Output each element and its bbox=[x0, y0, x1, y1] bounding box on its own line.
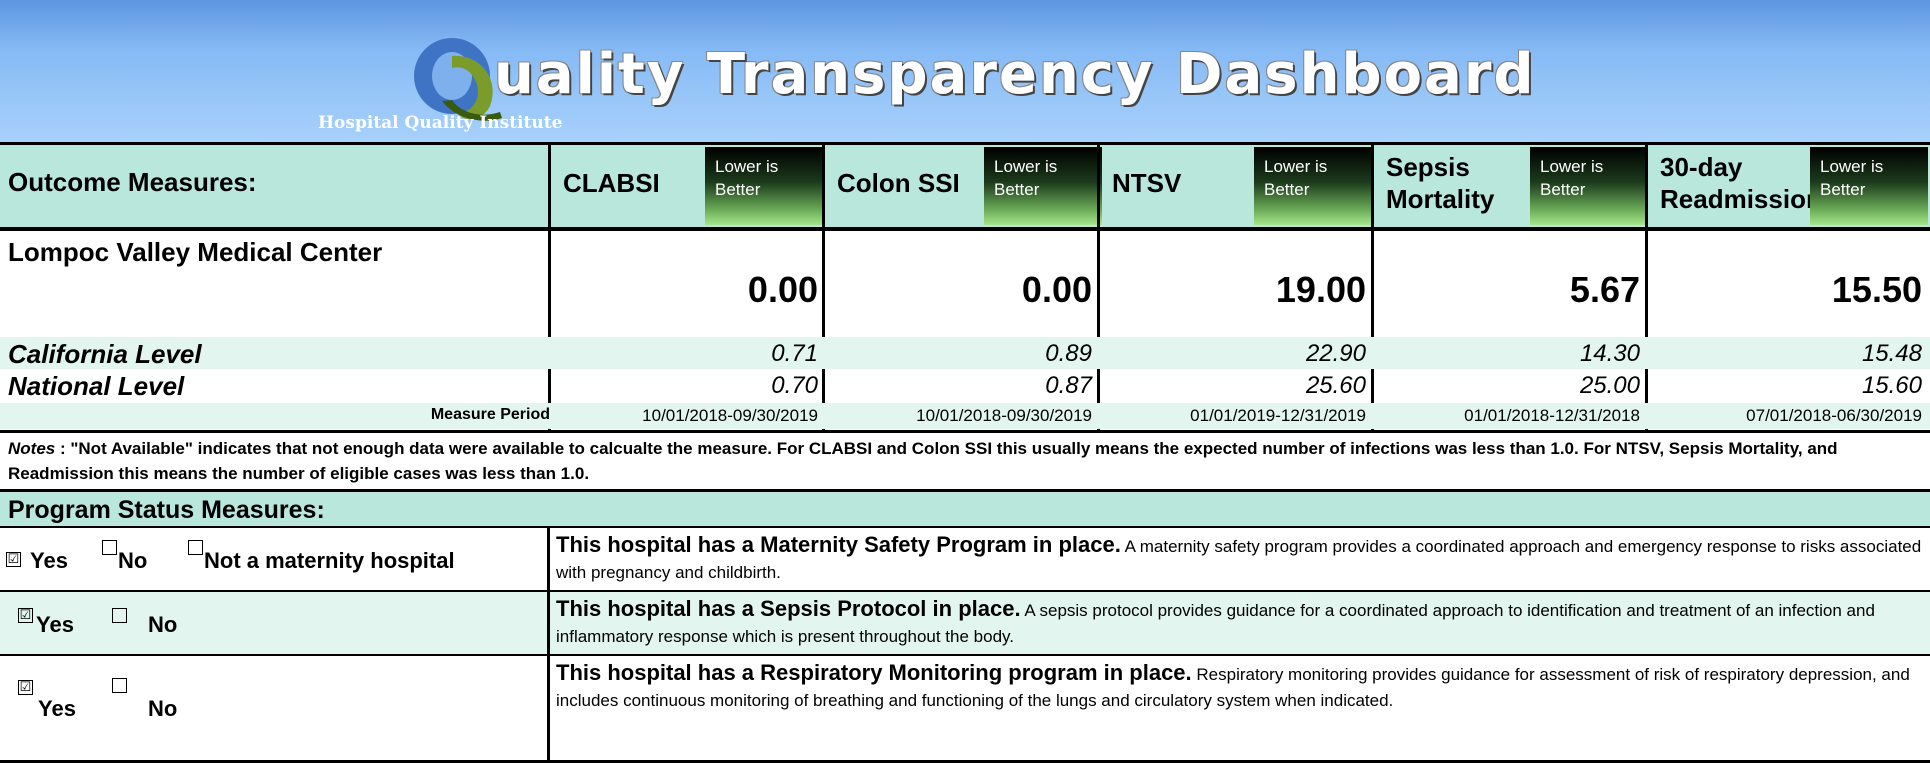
column-divider bbox=[1645, 145, 1648, 431]
program-options: ☑ Yes No Not a maternity hospital bbox=[0, 528, 550, 590]
program-row-maternity: ☑ Yes No Not a maternity hospital This h… bbox=[0, 528, 1930, 592]
program-title: This hospital has a Respiratory Monitori… bbox=[556, 660, 1192, 685]
california-level-row: California Level 0.71 0.89 22.90 14.30 1… bbox=[0, 337, 1930, 369]
yes-checkbox[interactable]: ☑ bbox=[18, 607, 33, 623]
national-value: 25.00 bbox=[1579, 372, 1640, 399]
measure-name-sepsis-mortality: Sepsis Mortality bbox=[1386, 152, 1495, 214]
notes-section: Notes : "Not Available" indicates that n… bbox=[0, 430, 1930, 492]
header-banner: uality Transparency Dashboard Hospital Q… bbox=[0, 0, 1930, 145]
lower-is-better-badge: Lower is Better bbox=[1810, 147, 1928, 225]
hospital-value-sepsis: 5.67 bbox=[1569, 269, 1640, 310]
measure-name-ntsv: NTSV bbox=[1112, 168, 1182, 198]
national-level-label: National Level bbox=[8, 371, 185, 401]
no-checkbox[interactable] bbox=[112, 608, 127, 623]
california-value: 15.48 bbox=[1861, 340, 1922, 367]
program-description: This hospital has a Respiratory Monitori… bbox=[556, 660, 1924, 714]
institute-name: Hospital Quality Institute bbox=[318, 113, 563, 133]
national-level-row: National Level 0.70 0.87 25.60 25.00 15.… bbox=[0, 369, 1930, 401]
program-description: This hospital has a Sepsis Protocol in p… bbox=[556, 596, 1924, 650]
measure-period-label: Measure Period bbox=[430, 406, 550, 423]
notes-text: : "Not Available" indicates that not eno… bbox=[8, 439, 1838, 483]
yes-checkbox[interactable]: ☑ bbox=[18, 679, 33, 695]
program-options: ☑ Yes No bbox=[0, 592, 550, 654]
program-desc: A sepsis protocol provides guidance for … bbox=[556, 601, 1875, 646]
outcome-measures-label: Outcome Measures: bbox=[8, 167, 257, 197]
measure-name-colon-ssi: Colon SSI bbox=[837, 168, 960, 198]
program-desc: A maternity safety program provides a co… bbox=[556, 537, 1922, 582]
lower-is-better-badge: Lower is Better bbox=[705, 147, 823, 225]
notes-label: Notes bbox=[8, 439, 56, 458]
column-divider bbox=[1371, 145, 1374, 431]
no-label: No bbox=[148, 696, 178, 721]
program-title: This hospital has a Sepsis Protocol in p… bbox=[556, 596, 1021, 621]
national-value: 0.87 bbox=[1045, 372, 1092, 399]
program-status-header: Program Status Measures: bbox=[0, 492, 1930, 528]
hospital-value-readmission: 15.50 bbox=[1831, 269, 1922, 310]
dashboard-title: uality Transparency Dashboard bbox=[494, 42, 1536, 107]
measure-name-readmission: 30-day Readmission bbox=[1660, 152, 1822, 214]
measure-period-value: 07/01/2018-06/30/2019 bbox=[1746, 406, 1922, 425]
hospital-name: Lompoc Valley Medical Center bbox=[8, 237, 383, 267]
measure-name-clabsi: CLABSI bbox=[563, 168, 660, 198]
measure-period-value: 10/01/2018-09/30/2019 bbox=[916, 406, 1092, 425]
california-value: 0.71 bbox=[771, 340, 818, 367]
measure-period-value: 10/01/2018-09/30/2019 bbox=[642, 406, 818, 425]
program-desc: Respiratory monitoring provides guidance… bbox=[556, 665, 1910, 710]
yes-checkbox[interactable]: ☑ bbox=[6, 551, 21, 567]
no-label: No bbox=[118, 548, 148, 573]
measure-period-row: Measure Period 10/01/2018-09/30/2019 10/… bbox=[0, 403, 1930, 429]
hqi-logo-icon bbox=[414, 38, 502, 121]
outcome-header-row: Outcome Measures: CLABSI Lower is Better… bbox=[0, 145, 1930, 231]
no-label: No bbox=[148, 612, 178, 637]
yes-label: Yes bbox=[38, 696, 76, 721]
column-divider bbox=[548, 145, 551, 431]
column-divider bbox=[822, 145, 825, 431]
hospital-value-clabsi: 0.00 bbox=[747, 269, 818, 310]
yes-label: Yes bbox=[30, 548, 68, 573]
lower-is-better-badge: Lower is Better bbox=[984, 147, 1102, 225]
program-description: This hospital has a Maternity Safety Pro… bbox=[556, 532, 1924, 586]
lower-is-better-badge: Lower is Better bbox=[1254, 147, 1372, 225]
program-options: ☑ Yes No bbox=[0, 656, 550, 760]
hospital-value-colon-ssi: 0.00 bbox=[1021, 269, 1092, 310]
not-maternity-checkbox[interactable] bbox=[188, 540, 203, 555]
california-value: 0.89 bbox=[1045, 340, 1092, 367]
program-row-sepsis: ☑ Yes No This hospital has a Sepsis Prot… bbox=[0, 592, 1930, 656]
yes-label: Yes bbox=[36, 612, 74, 637]
california-value: 22.90 bbox=[1305, 340, 1366, 367]
california-value: 14.30 bbox=[1579, 340, 1640, 367]
national-value: 25.60 bbox=[1305, 372, 1366, 399]
lower-is-better-badge: Lower is Better bbox=[1530, 147, 1648, 225]
national-value: 15.60 bbox=[1861, 372, 1922, 399]
measure-period-value: 01/01/2019-12/31/2019 bbox=[1190, 406, 1366, 425]
hospital-values-row: Lompoc Valley Medical Center 0.00 0.00 1… bbox=[0, 227, 1930, 337]
measure-period-value: 01/01/2018-12/31/2018 bbox=[1464, 406, 1640, 425]
national-value: 0.70 bbox=[771, 372, 818, 399]
program-title: This hospital has a Maternity Safety Pro… bbox=[556, 532, 1121, 557]
no-checkbox[interactable] bbox=[112, 678, 127, 693]
column-divider bbox=[1097, 145, 1100, 431]
california-level-label: California Level bbox=[8, 339, 202, 369]
no-checkbox[interactable] bbox=[102, 540, 117, 555]
hospital-value-ntsv: 19.00 bbox=[1275, 269, 1366, 310]
program-row-respiratory: ☑ Yes No This hospital has a Respiratory… bbox=[0, 656, 1930, 763]
not-maternity-label: Not a maternity hospital bbox=[204, 548, 455, 573]
